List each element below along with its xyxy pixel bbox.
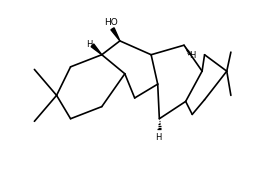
Text: H: H	[155, 133, 162, 142]
Polygon shape	[91, 44, 102, 55]
Text: HO: HO	[105, 18, 118, 27]
Polygon shape	[111, 28, 120, 41]
Text: H: H	[86, 40, 92, 49]
Text: H: H	[189, 51, 196, 60]
